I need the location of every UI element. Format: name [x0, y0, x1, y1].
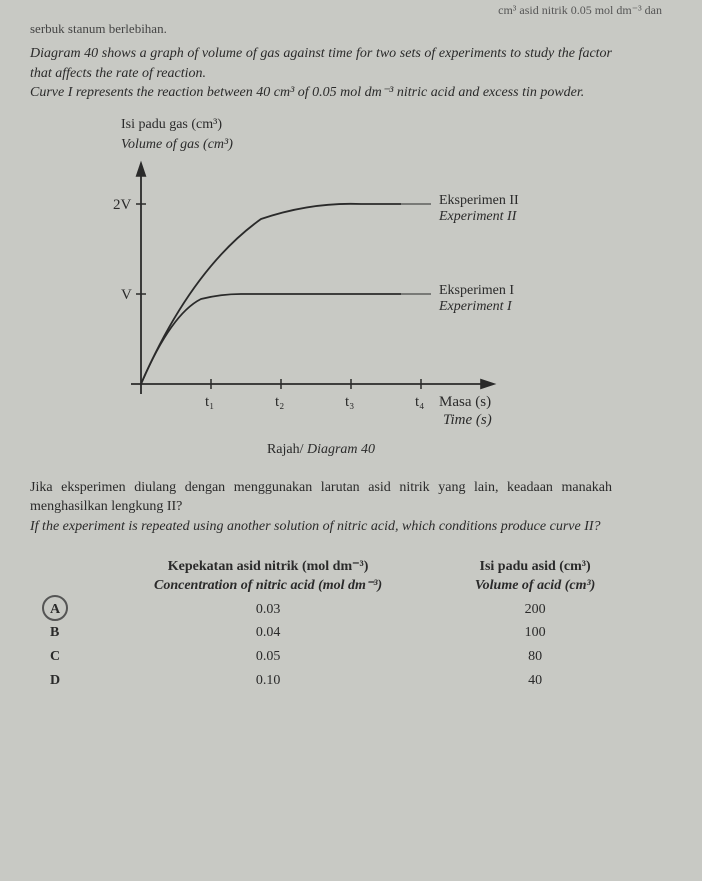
option-vol: 80: [440, 645, 630, 669]
x-tick-t1: t₁: [205, 394, 214, 410]
curve2-label-ms: Eksperimen II: [439, 193, 519, 208]
intro-line1: Diagram 40 shows a graph of volume of ga…: [30, 46, 612, 81]
col1-ms: Kepekatan asid nitrik (mol dm⁻³): [168, 559, 369, 574]
col1-header: Kepekatan asid nitrik (mol dm⁻³) Concent…: [96, 555, 440, 598]
option-label: D: [30, 669, 96, 693]
question-ms: Jika eksperimen diulang dengan menggunak…: [30, 478, 612, 517]
option-vol: 100: [440, 621, 630, 645]
graph-container: Isi padu gas (cm³) Volume of gas (cm³) V…: [61, 115, 581, 460]
x-tick-t4: t₄: [415, 394, 424, 410]
x-tick-t2: t₂: [275, 394, 284, 410]
option-label: A: [30, 598, 96, 622]
cutoff-text-top: serbuk stanum berlebihan.: [30, 20, 612, 38]
option-conc: 0.10: [96, 669, 440, 693]
table-row: D 0.10 40: [30, 669, 630, 693]
option-vol: 40: [440, 669, 630, 693]
option-conc: 0.04: [96, 621, 440, 645]
option-conc: 0.05: [96, 645, 440, 669]
col2-header: Isi padu asid (cm³) Volume of acid (cm³): [440, 555, 630, 598]
option-vol: 200: [440, 598, 630, 622]
option-label: C: [30, 645, 96, 669]
x-axis-label-ms: Masa (s): [439, 394, 491, 410]
graph-svg: V 2V t₁ t₂ t₃ t₄ Eksperimen II Experimen…: [61, 154, 581, 434]
col2-ms: Isi padu asid (cm³): [480, 559, 591, 574]
y-axis-label-ms: Isi padu gas (cm³): [121, 117, 222, 132]
col2-en: Volume of acid (cm³): [475, 578, 595, 593]
table-row: A 0.03 200: [30, 598, 630, 622]
col1-en: Concentration of nitric acid (mol dm⁻³): [154, 578, 382, 593]
caption-ms: Rajah/: [267, 442, 304, 457]
y-tick-2v: 2V: [113, 197, 132, 213]
table-row: C 0.05 80: [30, 645, 630, 669]
intro-paragraph: Diagram 40 shows a graph of volume of ga…: [30, 44, 612, 103]
caption-en: Diagram 40: [307, 442, 375, 457]
y-axis-label: Isi padu gas (cm³) Volume of gas (cm³): [121, 115, 581, 154]
question-block: Jika eksperimen diulang dengan menggunak…: [30, 478, 612, 537]
curve1-label-en: Experiment I: [438, 299, 513, 314]
y-tick-v: V: [121, 287, 132, 303]
curve2-label-en: Experiment II: [438, 209, 518, 224]
cutoff-text-right: cm³ asid nitrik 0.05 mol dm⁻³ dan: [498, 2, 662, 19]
options-table: Kepekatan asid nitrik (mol dm⁻³) Concent…: [30, 555, 630, 693]
option-label: B: [30, 621, 96, 645]
y-axis-label-en: Volume of gas (cm³): [121, 137, 233, 152]
intro-line2: Curve I represents the reaction between …: [30, 85, 584, 100]
graph-caption: Rajah/ Diagram 40: [61, 440, 581, 460]
table-row: B 0.04 100: [30, 621, 630, 645]
curve1-label-ms: Eksperimen I: [439, 283, 514, 298]
question-en: If the experiment is repeated using anot…: [30, 517, 612, 537]
x-axis-label-en: Time (s): [443, 412, 492, 428]
option-conc: 0.03: [96, 598, 440, 622]
x-tick-t3: t₃: [345, 394, 354, 410]
